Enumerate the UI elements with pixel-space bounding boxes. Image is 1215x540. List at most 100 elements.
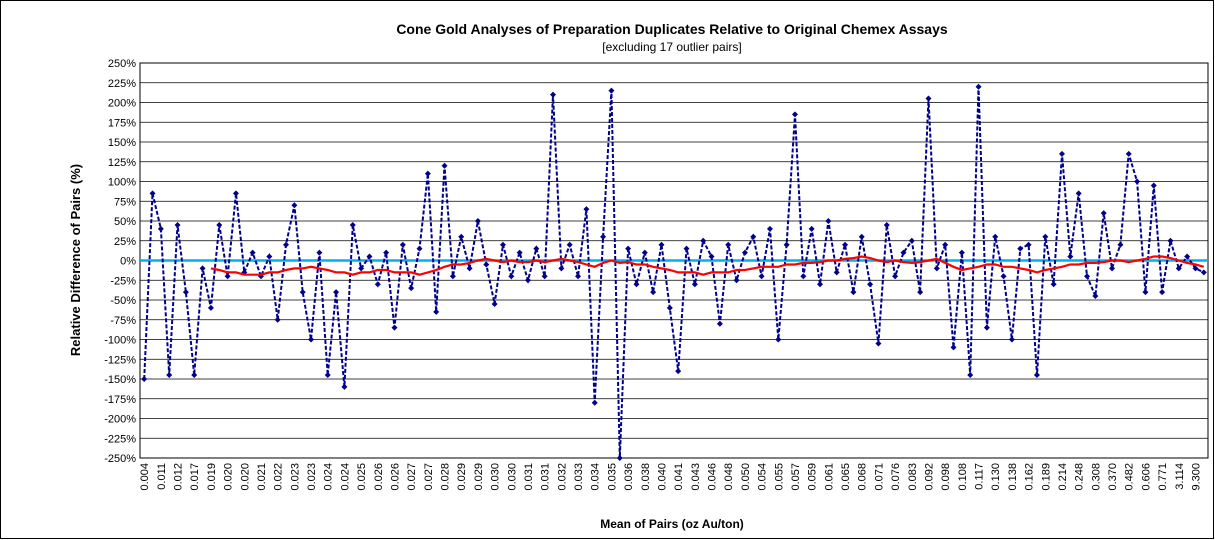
data-point: [182, 289, 189, 296]
data-point: [958, 249, 965, 256]
x-tick-label: 0.029: [473, 463, 485, 491]
data-point: [875, 340, 882, 347]
x-tick-label: 0.022: [273, 463, 285, 491]
data-point: [733, 277, 740, 284]
data-point: [892, 273, 899, 280]
x-tick-label: 0.036: [623, 463, 635, 491]
y-tick-label: 225%: [108, 78, 136, 90]
data-point: [516, 249, 523, 256]
x-tick-label: 0.020: [223, 463, 235, 491]
data-point: [633, 281, 640, 288]
data-point: [625, 245, 632, 252]
data-point: [817, 281, 824, 288]
y-tick-label: 0%: [120, 256, 136, 268]
x-tick-label: 0.030: [490, 463, 502, 491]
data-point: [600, 233, 607, 240]
data-point: [575, 273, 582, 280]
x-tick-label: 0.043: [690, 463, 702, 491]
y-tick-label: 75%: [114, 196, 136, 208]
data-point: [1075, 190, 1082, 197]
data-point: [725, 241, 732, 248]
x-tick-label: 0.024: [323, 463, 335, 491]
y-tick-label: -125%: [104, 354, 136, 366]
data-point: [1200, 269, 1207, 276]
data-point: [1175, 265, 1182, 272]
data-point: [558, 265, 565, 272]
x-tick-label: 0.061: [823, 463, 835, 491]
data-point: [283, 241, 290, 248]
data-point: [675, 368, 682, 375]
x-tick-label: 0.038: [640, 463, 652, 491]
data-point: [308, 336, 315, 343]
data-point: [1159, 289, 1166, 296]
x-axis-label: Mean of Pairs (oz Au/ton): [600, 517, 744, 531]
x-tick-label: 0.035: [606, 463, 618, 491]
data-point: [533, 245, 540, 252]
y-tick-label: 200%: [108, 98, 136, 110]
x-tick-label: 0.011: [156, 463, 168, 490]
x-tick-label: 0.059: [807, 463, 819, 491]
x-tick-label: 0.032: [556, 463, 568, 491]
x-tick-label: 0.482: [1124, 463, 1136, 491]
data-point: [683, 245, 690, 252]
data-point: [458, 233, 465, 240]
data-point: [141, 376, 148, 382]
data-point: [1125, 150, 1132, 157]
data-point: [291, 202, 298, 209]
data-point: [1167, 237, 1174, 244]
data-point: [541, 273, 548, 280]
data-point: [850, 289, 857, 296]
data-point: [791, 111, 798, 118]
data-point: [766, 225, 773, 232]
y-tick-label: -225%: [104, 433, 136, 445]
x-tick-label: 0.020: [239, 463, 251, 491]
x-tick-label: 0.030: [506, 463, 518, 491]
data-point: [708, 253, 715, 260]
data-point: [883, 221, 890, 228]
x-tick-label: 0.026: [373, 463, 385, 491]
data-point: [591, 399, 598, 406]
x-tick-label: 0.092: [923, 463, 935, 491]
data-point: [758, 273, 765, 280]
y-tick-label: -175%: [104, 394, 136, 406]
data-point: [967, 372, 974, 379]
x-tick-label: 0.606: [1140, 463, 1152, 491]
data-point: [366, 253, 373, 260]
y-tick-label: -75%: [110, 315, 136, 327]
x-tick-label: 0.034: [590, 463, 602, 491]
y-tick-label: -250%: [104, 453, 136, 465]
data-point: [374, 281, 381, 288]
data-point: [950, 344, 957, 351]
data-point: [716, 320, 723, 327]
data-point: [1084, 273, 1091, 280]
data-point: [508, 273, 515, 280]
data-point: [842, 241, 849, 248]
data-point: [1150, 182, 1157, 189]
x-tick-label: 0.027: [406, 463, 418, 491]
x-tick-label: 0.046: [707, 463, 719, 491]
data-point: [266, 253, 273, 260]
x-tick-label: 0.076: [890, 463, 902, 491]
x-tick-label: 0.021: [256, 463, 268, 491]
data-point: [224, 273, 231, 280]
data-point: [341, 383, 348, 390]
data-point: [867, 281, 874, 288]
data-point: [499, 241, 506, 248]
y-tick-label: -100%: [104, 335, 136, 347]
x-tick-label: 0.029: [456, 463, 468, 491]
data-point: [1092, 293, 1099, 300]
y-tick-label: 250%: [108, 58, 136, 70]
x-tick-label: 3.114: [1174, 463, 1186, 490]
y-tick-label: -150%: [104, 374, 136, 386]
x-tick-label: 0.771: [1157, 463, 1169, 491]
data-point: [616, 455, 623, 461]
y-tick-label: -25%: [110, 275, 136, 287]
data-point: [391, 324, 398, 331]
y-axis-label: Relative Difference of Pairs (%): [68, 164, 83, 356]
data-point: [349, 221, 356, 228]
data-point: [324, 372, 331, 379]
y-tick-label: 150%: [108, 137, 136, 149]
data-point: [207, 304, 214, 311]
data-point: [908, 237, 915, 244]
